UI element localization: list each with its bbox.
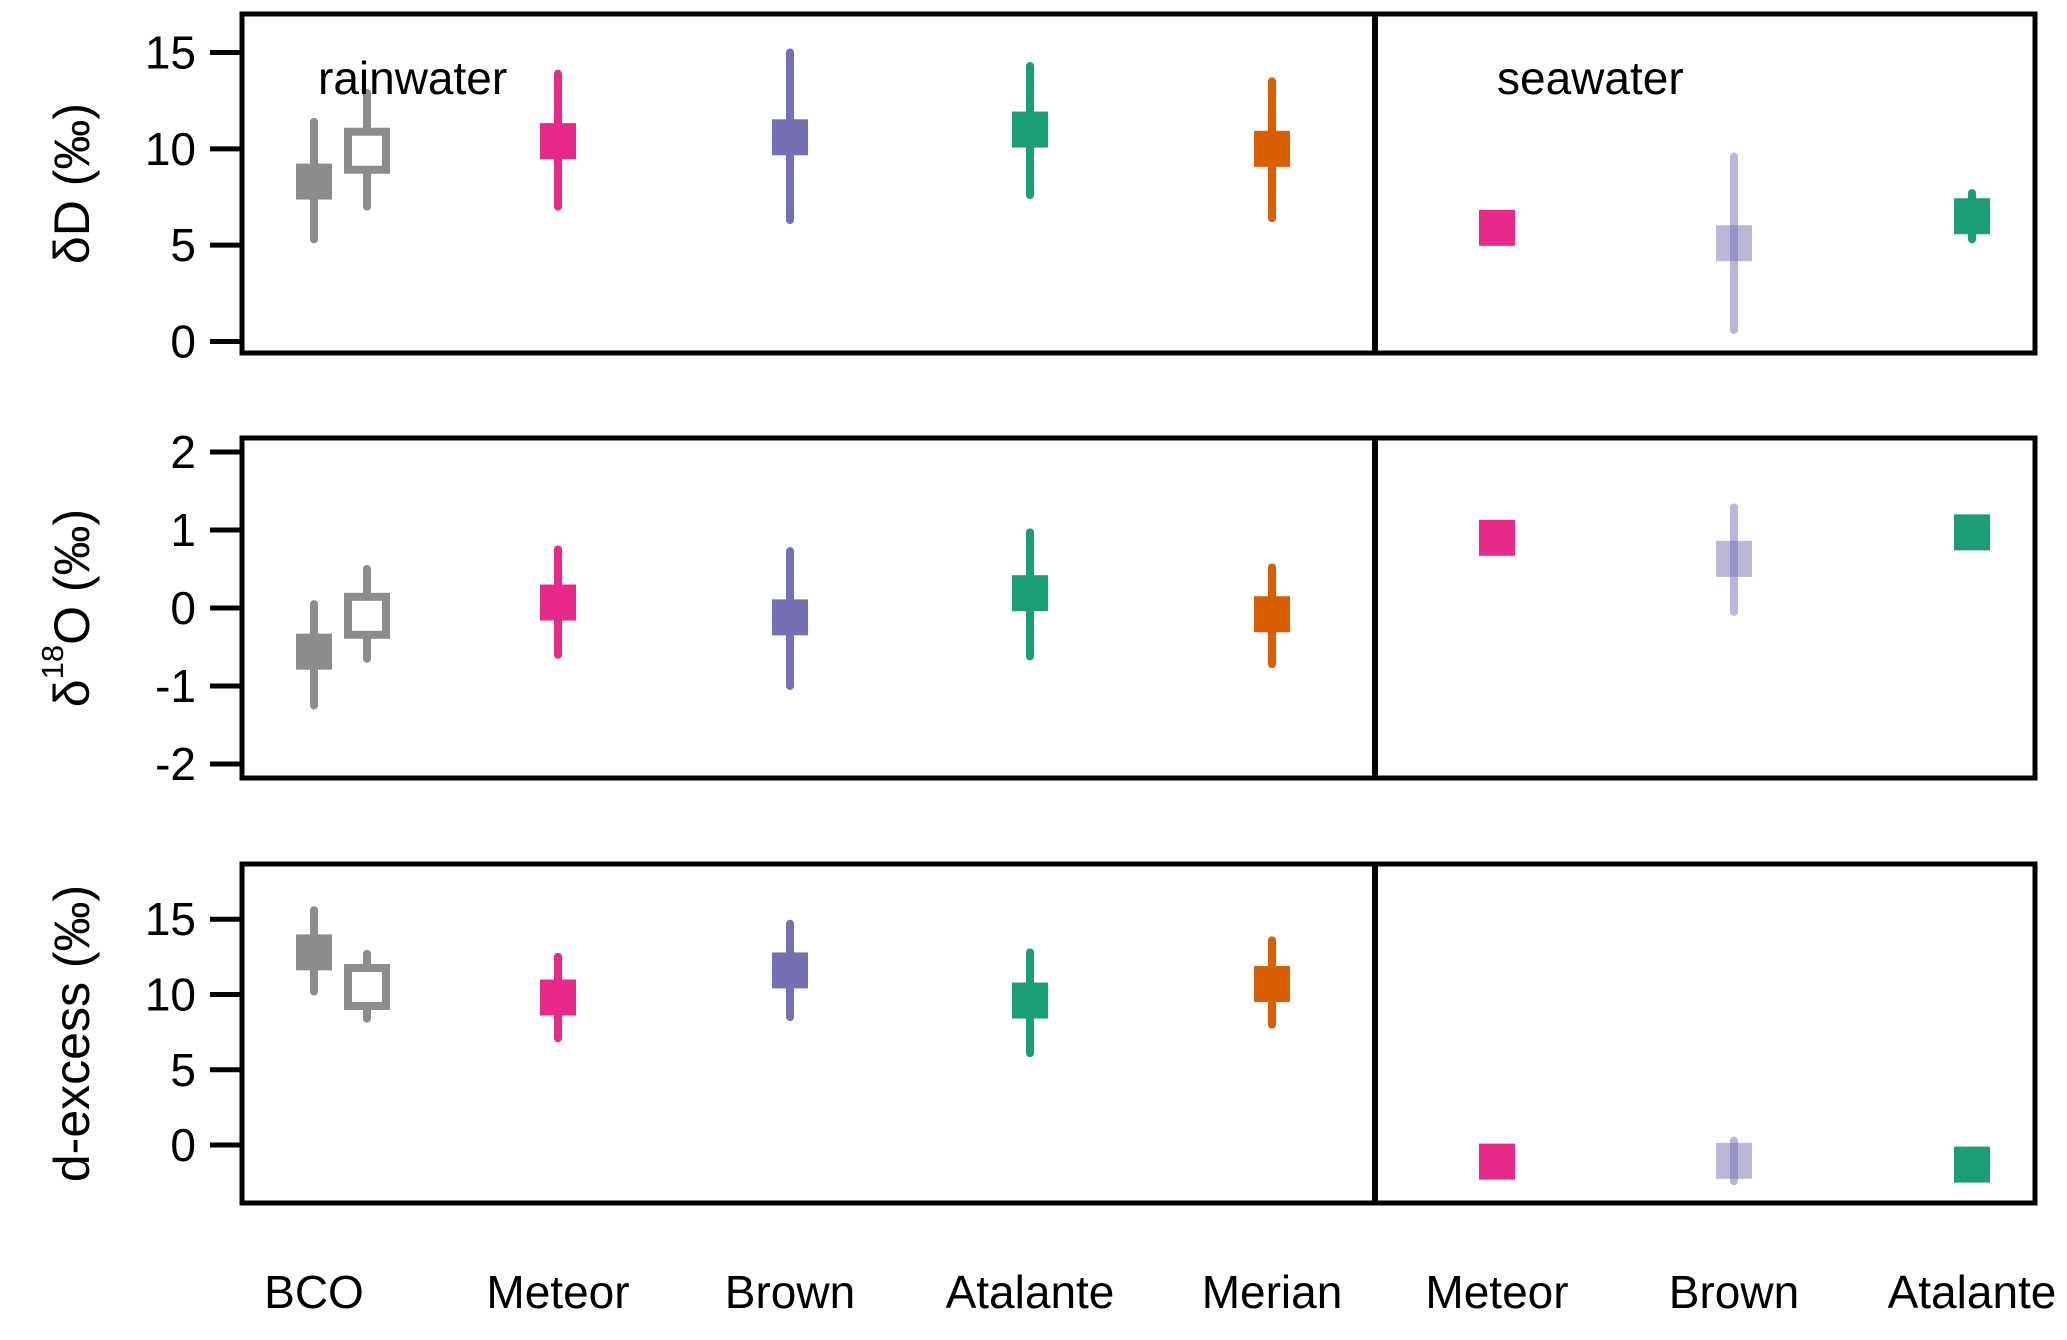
y-axis-title: δD (‰) — [44, 103, 100, 264]
square-marker — [540, 584, 576, 621]
y-tick-label: -1 — [155, 660, 196, 712]
square-marker — [1954, 1146, 1990, 1183]
marker-merian-rainwater — [1254, 936, 1290, 1029]
marker-bco-rainwater — [296, 117, 332, 244]
square-marker — [1479, 1143, 1515, 1180]
square-marker — [772, 599, 808, 636]
panel-1: -2 -1 0 1 2 δ18O (‰) — [35, 426, 2038, 790]
y-tick-label: 10 — [145, 123, 196, 175]
marker-atalante-rainwater — [1012, 948, 1048, 1058]
marker-brown-seawater — [1716, 503, 1752, 616]
y-tick-label: 15 — [145, 27, 196, 79]
square-marker — [296, 163, 332, 200]
marker-atalante-seawater — [1954, 514, 1990, 551]
panel-0: 0 5 10 15 δD (‰) rainwater seawater — [44, 11, 2038, 367]
panel-border — [239, 861, 2038, 1206]
square-marker — [1012, 575, 1048, 612]
square-marker — [772, 119, 808, 156]
x-axis-label-meteor-slot2: Meteor — [486, 1266, 629, 1318]
marker-bco-rainwater — [344, 565, 390, 663]
marker-brown-rainwater — [772, 919, 808, 1022]
marker-meteor-seawater — [1479, 519, 1515, 556]
x-axis-label-meteor-slot6: Meteor — [1425, 1266, 1568, 1318]
marker-atalante-rainwater — [1012, 528, 1048, 661]
square-marker — [1254, 130, 1290, 167]
panel-border — [239, 11, 2038, 356]
x-axis-label-merian-slot5: Merian — [1202, 1266, 1343, 1318]
square-marker — [1479, 519, 1515, 556]
marker-merian-rainwater — [1254, 563, 1290, 669]
x-axis-label-bco-slot0: BCO — [264, 1266, 364, 1318]
square-marker — [540, 123, 576, 160]
square-marker — [1254, 965, 1290, 1002]
y-tick-label: 5 — [170, 219, 196, 271]
marker-brown-rainwater — [772, 547, 808, 690]
marker-bco-rainwater — [344, 88, 390, 211]
panel-border — [239, 435, 2038, 781]
y-axis-title: d-excess (‰) — [44, 885, 100, 1182]
square-marker-open — [344, 963, 390, 1010]
marker-meteor-rainwater — [540, 952, 576, 1043]
y-tick-label: 5 — [170, 1044, 196, 1096]
square-marker — [772, 952, 808, 989]
section-label-seawater: seawater — [1497, 52, 1684, 104]
x-axis-label-atalante-slot4: Atalante — [946, 1266, 1115, 1318]
square-marker — [1479, 209, 1515, 246]
y-tick-label: 10 — [145, 969, 196, 1021]
marker-bco-rainwater — [296, 906, 332, 996]
section-label-rainwater: rainwater — [318, 52, 507, 104]
square-marker-open — [344, 592, 390, 639]
marker-meteor-seawater — [1479, 1143, 1515, 1180]
x-axis-label-atalante-slot8: Atalante — [1888, 1266, 2057, 1318]
panel-2: 0 5 10 15 d-excess (‰) — [44, 861, 2038, 1206]
x-axis-labels: BCO Meteor Brown Atalante Merian Meteor Brown A… — [264, 1266, 2056, 1318]
marker-bco-rainwater — [296, 600, 332, 710]
square-marker — [296, 934, 332, 971]
marker-meteor-rainwater — [540, 545, 576, 659]
y-tick-label: 15 — [145, 893, 196, 945]
square-marker — [1954, 514, 1990, 551]
marker-brown-rainwater — [772, 48, 808, 225]
y-tick-label: 0 — [170, 1119, 196, 1171]
y-tick-label: 1 — [170, 504, 196, 556]
square-marker — [1012, 982, 1048, 1019]
y-tick-label: 2 — [170, 426, 196, 478]
square-marker — [540, 979, 576, 1016]
square-marker — [1012, 111, 1048, 148]
marker-brown-seawater — [1716, 152, 1752, 334]
square-marker — [1954, 198, 1990, 235]
x-axis-label-brown-slot7: Brown — [1669, 1266, 1799, 1318]
square-marker-open — [344, 127, 390, 174]
marker-bco-rainwater — [344, 949, 390, 1023]
marker-atalante-seawater — [1954, 189, 1990, 244]
marker-merian-rainwater — [1254, 77, 1290, 223]
y-tick-label: 0 — [170, 582, 196, 634]
y-axis-title: δ18O (‰) — [35, 509, 101, 707]
square-marker — [1254, 596, 1290, 633]
y-tick-label: -2 — [155, 738, 196, 790]
marker-meteor-rainwater — [540, 69, 576, 211]
marker-brown-seawater — [1716, 1136, 1752, 1186]
y-tick-label: 0 — [170, 315, 196, 367]
marker-atalante-rainwater — [1012, 62, 1048, 200]
marker-meteor-seawater — [1479, 209, 1515, 246]
x-axis-label-brown-slot3: Brown — [725, 1266, 855, 1318]
marker-atalante-seawater — [1954, 1146, 1990, 1183]
square-marker — [296, 633, 332, 670]
